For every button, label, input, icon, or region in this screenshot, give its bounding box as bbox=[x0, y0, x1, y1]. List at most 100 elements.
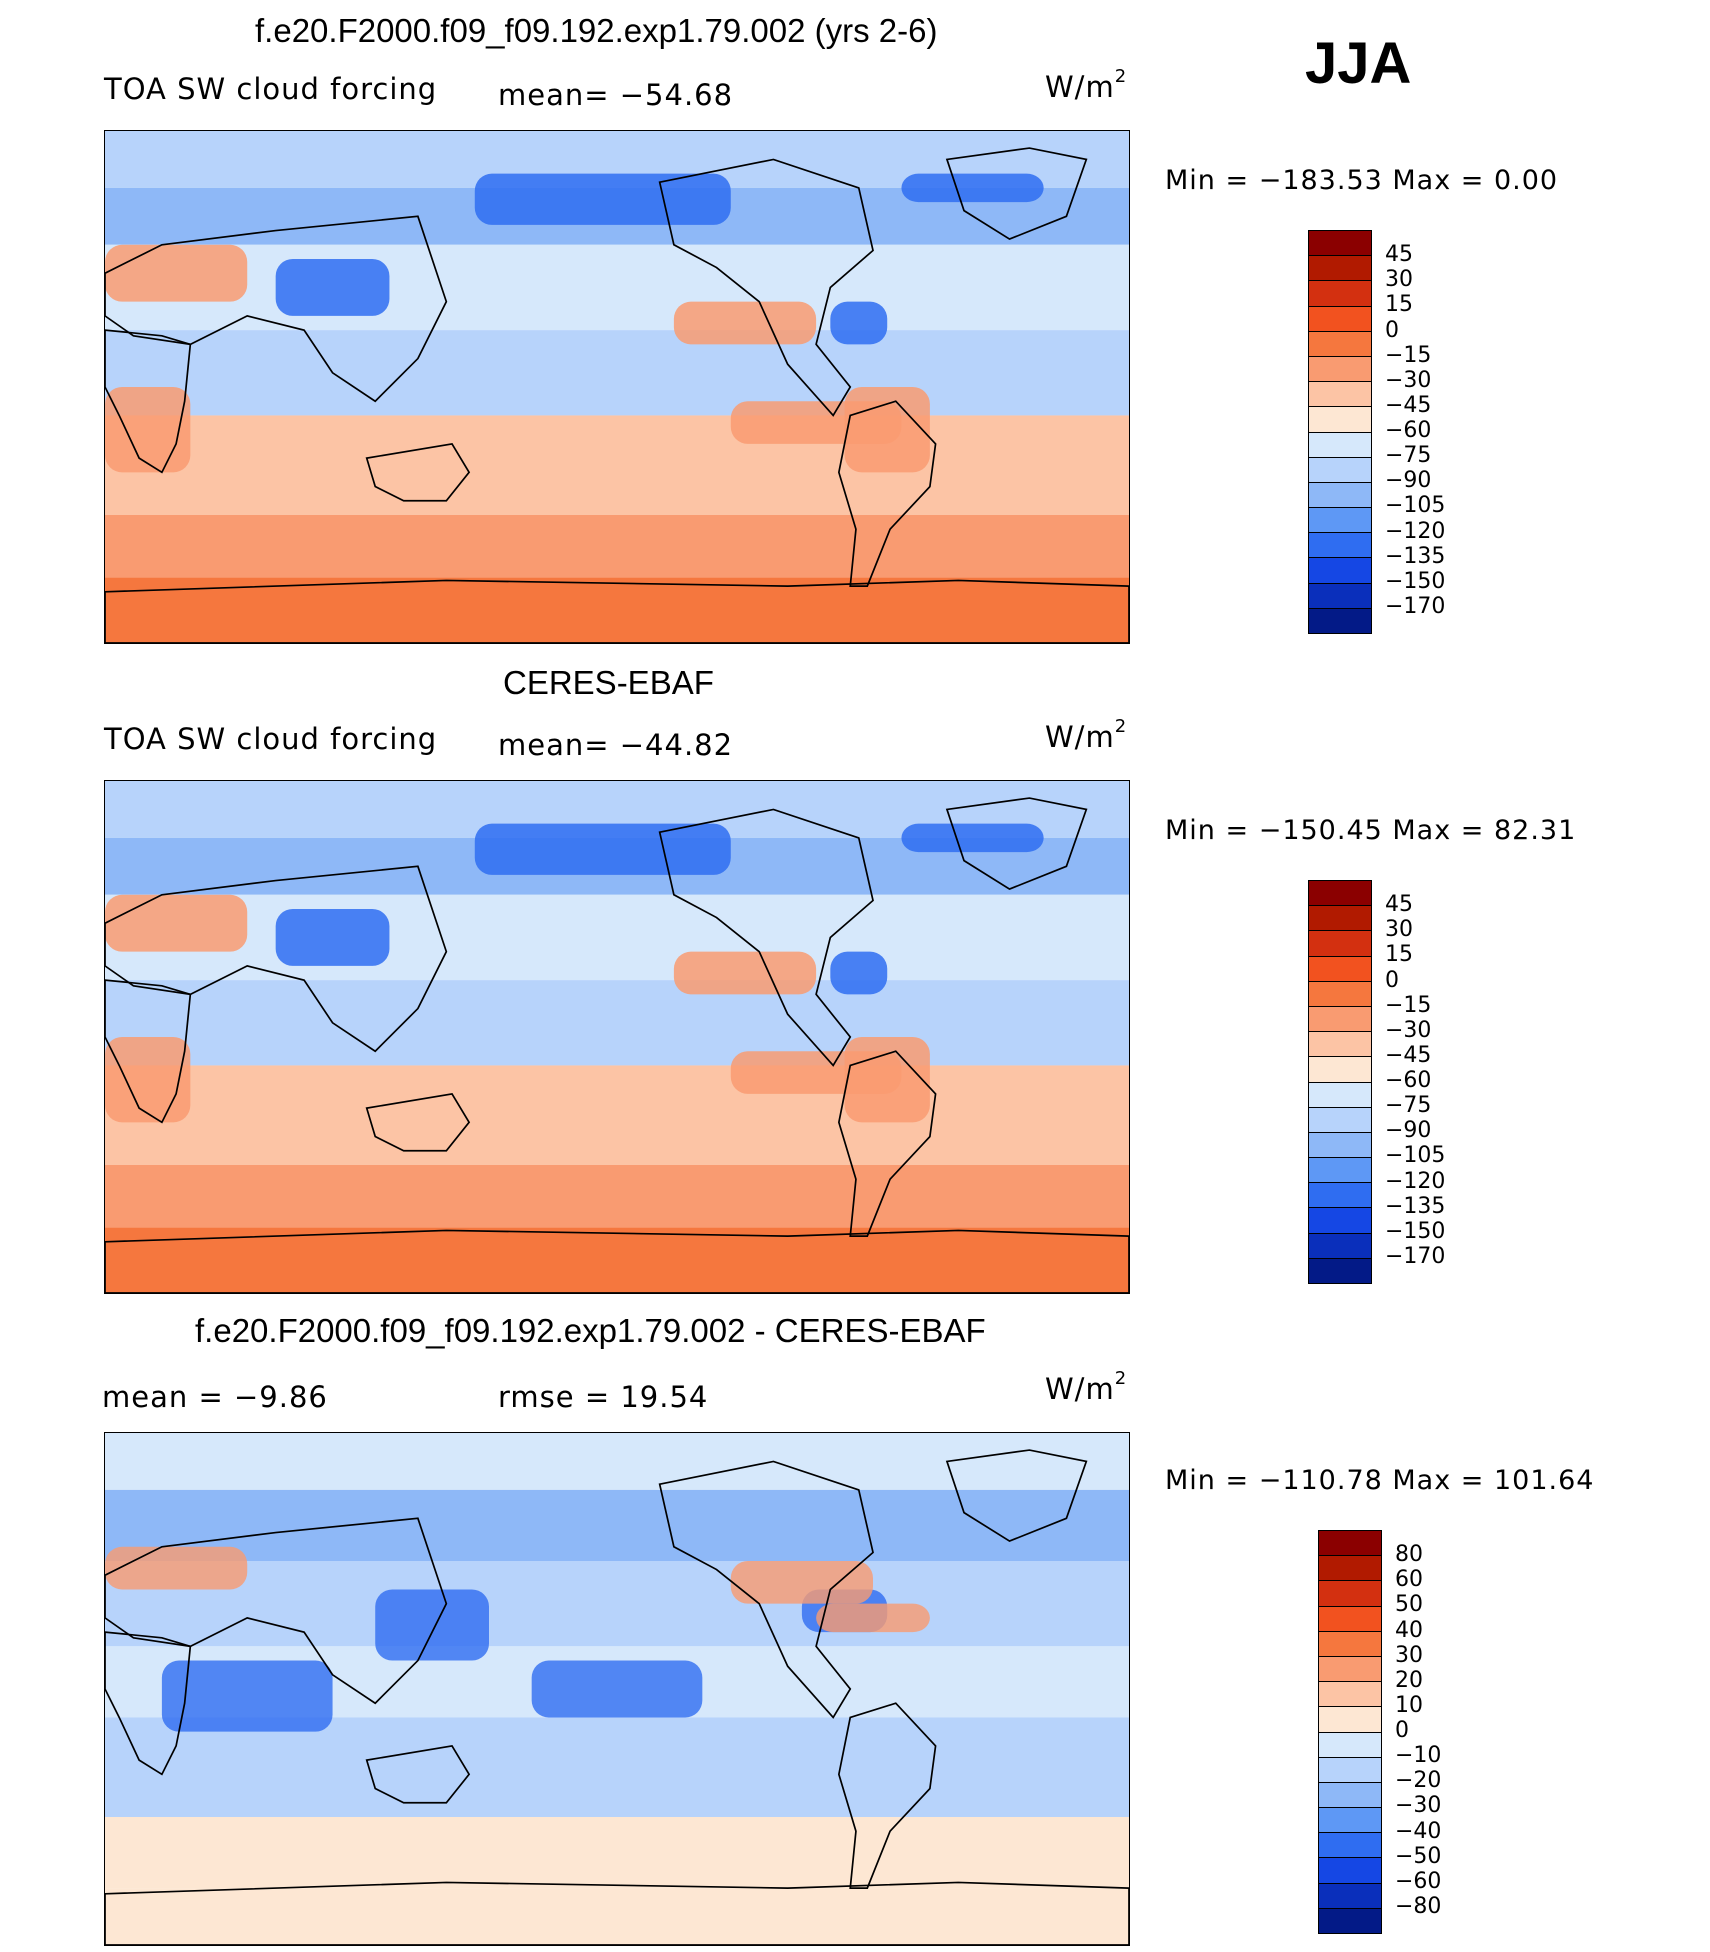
panel1-mean-label: mean= −54.68 bbox=[498, 78, 734, 112]
panel3-title: f.e20.F2000.f09_f09.192.exp1.79.002 - CE… bbox=[195, 1312, 986, 1349]
colorbar-tick-label: 60 bbox=[1395, 1567, 1423, 1593]
colorbar-swatch bbox=[1309, 1131, 1371, 1158]
colorbar-tick-label: 40 bbox=[1395, 1617, 1423, 1643]
panel3-minmax: Min = −110.78 Max = 101.64 bbox=[1165, 1465, 1595, 1496]
colorbar-tick-label: −15 bbox=[1385, 342, 1432, 368]
colorbar-swatch bbox=[1319, 1531, 1381, 1556]
colorbar-tick-label: −60 bbox=[1385, 1068, 1432, 1093]
colorbar-swatch bbox=[1309, 1081, 1371, 1107]
colorbar-tick-label: −150 bbox=[1385, 1218, 1446, 1244]
panel1-colorbar bbox=[1308, 230, 1372, 634]
colorbar-swatch bbox=[1319, 1655, 1381, 1682]
colorbar-swatch bbox=[1319, 1882, 1381, 1908]
colorbar-swatch bbox=[1309, 231, 1371, 256]
colorbar-tick-label: −15 bbox=[1385, 992, 1432, 1018]
colorbar-tick-label: −135 bbox=[1385, 543, 1446, 569]
colorbar-tick-label: −135 bbox=[1385, 1193, 1446, 1219]
colorbar-swatch bbox=[1309, 1232, 1371, 1258]
panel2-map bbox=[104, 780, 1130, 1294]
panel3-units: W/m2 bbox=[1045, 1368, 1128, 1406]
colorbar-swatch bbox=[1309, 1005, 1371, 1032]
colorbar-swatch bbox=[1309, 1157, 1371, 1183]
colorbar-swatch bbox=[1319, 1681, 1381, 1707]
colorbar-swatch bbox=[1309, 456, 1371, 482]
colorbar-swatch bbox=[1319, 1781, 1381, 1808]
colorbar-tick-label: −30 bbox=[1385, 1017, 1432, 1043]
colorbar-tick-label: 30 bbox=[1385, 267, 1413, 293]
colorbar-swatch bbox=[1309, 431, 1371, 457]
colorbar-tick-label: 30 bbox=[1395, 1642, 1423, 1668]
colorbar-tick-label: −45 bbox=[1385, 1042, 1432, 1068]
colorbar-swatch bbox=[1309, 255, 1371, 281]
panel1-units: W/m2 bbox=[1045, 66, 1128, 104]
panel2-title: CERES-EBAF bbox=[503, 664, 714, 701]
colorbar-tick-label: 45 bbox=[1385, 892, 1413, 918]
colorbar-swatch bbox=[1309, 381, 1371, 407]
panel1-title: f.e20.F2000.f09_f09.192.exp1.79.002 (yrs… bbox=[255, 12, 938, 49]
panel2-variable-label: TOA SW cloud forcing bbox=[104, 722, 438, 756]
panel2-mean-label: mean= −44.82 bbox=[498, 728, 734, 762]
colorbar-swatch bbox=[1309, 980, 1371, 1006]
panel3-mean-label: mean = −9.86 bbox=[102, 1380, 328, 1414]
colorbar-tick-label: 20 bbox=[1395, 1667, 1423, 1693]
colorbar-tick-label: −60 bbox=[1395, 1868, 1442, 1894]
colorbar-swatch bbox=[1319, 1756, 1381, 1782]
colorbar-tick-label: −120 bbox=[1385, 1168, 1446, 1194]
colorbar-swatch bbox=[1319, 1731, 1381, 1757]
colorbar-tick-label: −75 bbox=[1385, 1093, 1432, 1119]
colorbar-tick-label: 15 bbox=[1385, 942, 1413, 968]
colorbar-swatch bbox=[1319, 1907, 1381, 1933]
colorbar-tick-label: −150 bbox=[1385, 568, 1446, 594]
colorbar-tick-label: −170 bbox=[1385, 1243, 1446, 1269]
colorbar-swatch bbox=[1319, 1630, 1381, 1656]
colorbar-swatch bbox=[1309, 582, 1371, 608]
colorbar-tick-label: 0 bbox=[1385, 967, 1399, 993]
colorbar-swatch bbox=[1309, 355, 1371, 382]
panel1-minmax: Min = −183.53 Max = 0.00 bbox=[1165, 165, 1559, 196]
colorbar-tick-label: −50 bbox=[1395, 1843, 1442, 1869]
colorbar-tick-label: 0 bbox=[1395, 1718, 1409, 1743]
colorbar-tick-label: −60 bbox=[1385, 418, 1432, 443]
colorbar-swatch bbox=[1319, 1857, 1381, 1883]
colorbar-swatch bbox=[1309, 881, 1371, 906]
colorbar-swatch bbox=[1309, 930, 1371, 956]
panel1-field bbox=[105, 131, 1129, 643]
panel1-variable-label: TOA SW cloud forcing bbox=[104, 72, 438, 106]
panel3-map bbox=[104, 1432, 1130, 1946]
colorbar-swatch bbox=[1309, 557, 1371, 583]
colorbar-swatch bbox=[1309, 532, 1371, 558]
colorbar-tick-label: 0 bbox=[1385, 317, 1399, 343]
colorbar-swatch bbox=[1309, 905, 1371, 931]
colorbar-swatch bbox=[1309, 406, 1371, 432]
colorbar-tick-label: 10 bbox=[1395, 1692, 1423, 1718]
colorbar-swatch bbox=[1319, 1832, 1381, 1858]
colorbar-tick-label: 15 bbox=[1385, 292, 1413, 318]
colorbar-tick-label: −170 bbox=[1385, 593, 1446, 619]
colorbar-tick-label: −20 bbox=[1395, 1768, 1442, 1794]
colorbar-swatch bbox=[1309, 955, 1371, 981]
colorbar-tick-label: −80 bbox=[1395, 1893, 1442, 1919]
colorbar-swatch bbox=[1309, 330, 1371, 356]
colorbar-tick-label: −75 bbox=[1385, 443, 1432, 469]
colorbar-swatch bbox=[1319, 1807, 1381, 1833]
colorbar-swatch bbox=[1309, 1056, 1371, 1082]
colorbar-tick-label: −90 bbox=[1385, 1118, 1432, 1144]
season-label: JJA bbox=[1305, 31, 1412, 96]
colorbar-swatch bbox=[1309, 1031, 1371, 1057]
colorbar-swatch bbox=[1309, 1207, 1371, 1233]
colorbar-tick-label: −105 bbox=[1385, 493, 1446, 519]
colorbar-swatch bbox=[1319, 1580, 1381, 1606]
colorbar-tick-label: 30 bbox=[1385, 917, 1413, 943]
colorbar-tick-label: −10 bbox=[1395, 1743, 1442, 1769]
panel3-field bbox=[105, 1433, 1129, 1945]
colorbar-tick-label: −45 bbox=[1385, 392, 1432, 418]
colorbar-swatch bbox=[1319, 1706, 1381, 1732]
colorbar-swatch bbox=[1319, 1605, 1381, 1631]
colorbar-swatch bbox=[1309, 481, 1371, 508]
panel2-units: W/m2 bbox=[1045, 716, 1128, 754]
colorbar-swatch bbox=[1309, 305, 1371, 331]
panel2-field bbox=[105, 781, 1129, 1293]
colorbar-tick-label: −30 bbox=[1385, 367, 1432, 393]
colorbar-swatch bbox=[1309, 607, 1371, 633]
colorbar-tick-label: −105 bbox=[1385, 1143, 1446, 1169]
